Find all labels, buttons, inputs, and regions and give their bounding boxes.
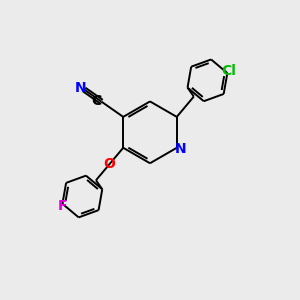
Text: N: N xyxy=(75,81,86,95)
Text: O: O xyxy=(104,157,116,171)
Text: Cl: Cl xyxy=(221,64,236,78)
Text: N: N xyxy=(175,142,186,156)
Text: C: C xyxy=(92,94,102,108)
Text: F: F xyxy=(58,199,67,213)
